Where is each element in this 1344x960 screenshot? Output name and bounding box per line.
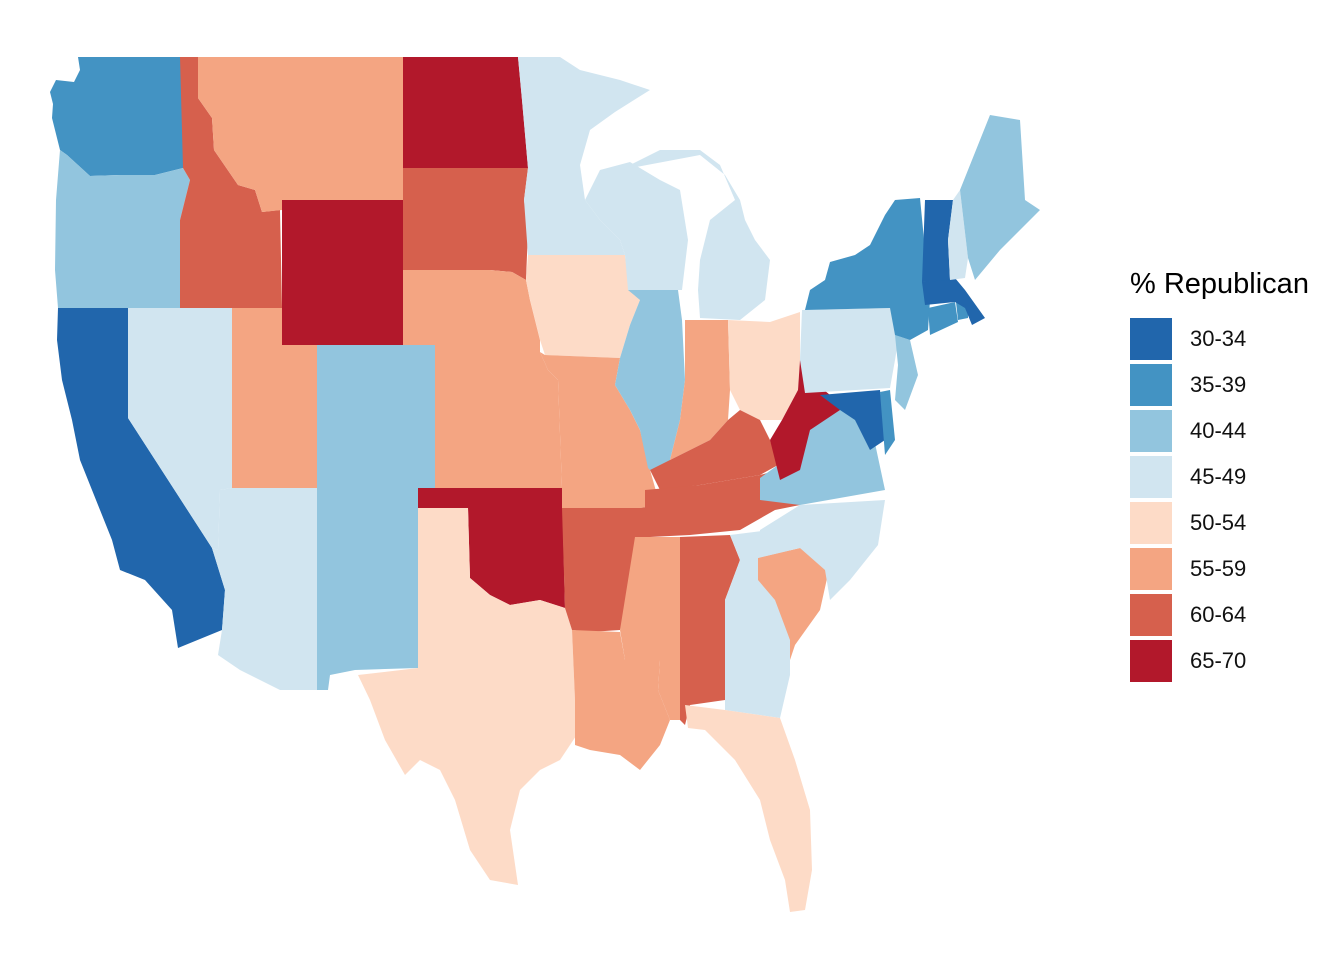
state-colorado xyxy=(317,345,435,488)
state-florida xyxy=(685,705,812,912)
legend-swatch xyxy=(1130,318,1172,360)
legend-label: 50-54 xyxy=(1190,510,1247,535)
legend-label: 45-49 xyxy=(1190,464,1247,489)
legend-item: 60-64 xyxy=(1130,592,1309,638)
state-wyoming xyxy=(282,200,403,345)
legend-swatch xyxy=(1130,364,1172,406)
state-kansas xyxy=(435,352,562,488)
legend-item: 45-49 xyxy=(1130,454,1309,500)
legend-classes: 30-34 35-39 40-44 45-49 50-54 55-59 60-64 65-70 xyxy=(1130,316,1309,684)
state-louisiana xyxy=(572,630,670,770)
state-california xyxy=(57,308,225,648)
legend-title: % Republican xyxy=(1130,268,1309,300)
state-wisconsin xyxy=(585,162,688,290)
state-new-york xyxy=(805,198,930,340)
state-minnesota xyxy=(518,57,650,255)
legend-label: 60-64 xyxy=(1190,602,1247,627)
state-north-carolina xyxy=(758,500,885,600)
legend-item: 65-70 xyxy=(1130,638,1309,684)
state-north-dakota xyxy=(403,57,528,168)
state-indiana xyxy=(670,320,730,460)
state-kentucky xyxy=(650,410,778,490)
legend-swatch xyxy=(1130,456,1172,498)
state-michigan xyxy=(620,150,770,320)
state-oregon xyxy=(55,150,190,308)
legend-swatch xyxy=(1130,548,1172,590)
legend-swatch xyxy=(1130,594,1172,636)
state-illinois xyxy=(615,290,685,480)
legend-item: 40-44 xyxy=(1130,408,1309,454)
legend-item: 35-39 xyxy=(1130,362,1309,408)
state-montana xyxy=(198,57,403,212)
state-iowa xyxy=(526,255,640,358)
state-maryland xyxy=(820,390,885,450)
state-washington xyxy=(50,57,183,176)
legend-swatch xyxy=(1130,640,1172,682)
state-idaho xyxy=(180,57,282,308)
state-new-hampshire xyxy=(948,190,968,280)
state-virginia xyxy=(760,400,885,505)
legend-swatch xyxy=(1130,410,1172,452)
state-arizona xyxy=(212,488,317,690)
state-nevada xyxy=(128,308,232,550)
state-vermont xyxy=(922,200,953,282)
state-new-mexico xyxy=(317,488,418,690)
us-choropleth-map xyxy=(50,57,1040,912)
state-texas xyxy=(358,508,580,885)
legend-label: 35-39 xyxy=(1190,372,1247,397)
legend-item: 50-54 xyxy=(1130,500,1309,546)
legend: % Republican 30-34 35-39 40-44 45-49 50-54 55… xyxy=(1130,268,1309,684)
legend-label: 30-34 xyxy=(1190,326,1247,351)
state-south-carolina xyxy=(758,548,830,660)
state-pennsylvania xyxy=(800,308,900,393)
legend-item: 55-59 xyxy=(1130,546,1309,592)
legend-swatch xyxy=(1130,502,1172,544)
state-delaware xyxy=(880,390,895,455)
state-massachusetts xyxy=(922,278,985,325)
state-oklahoma xyxy=(418,488,565,608)
legend-item: 30-34 xyxy=(1130,316,1309,362)
state-connecticut xyxy=(928,302,958,335)
state-south-dakota xyxy=(403,168,528,280)
state-nebraska xyxy=(403,270,540,352)
state-arkansas xyxy=(562,505,660,632)
state-utah xyxy=(232,308,317,488)
state-new-jersey xyxy=(895,335,918,410)
state-ohio xyxy=(728,312,800,420)
legend-label: 55-59 xyxy=(1190,556,1247,581)
state-maine xyxy=(960,115,1040,280)
legend-label: 40-44 xyxy=(1190,418,1247,443)
state-mississippi xyxy=(620,537,680,720)
state-missouri xyxy=(540,352,660,508)
legend-label: 65-70 xyxy=(1190,648,1247,673)
